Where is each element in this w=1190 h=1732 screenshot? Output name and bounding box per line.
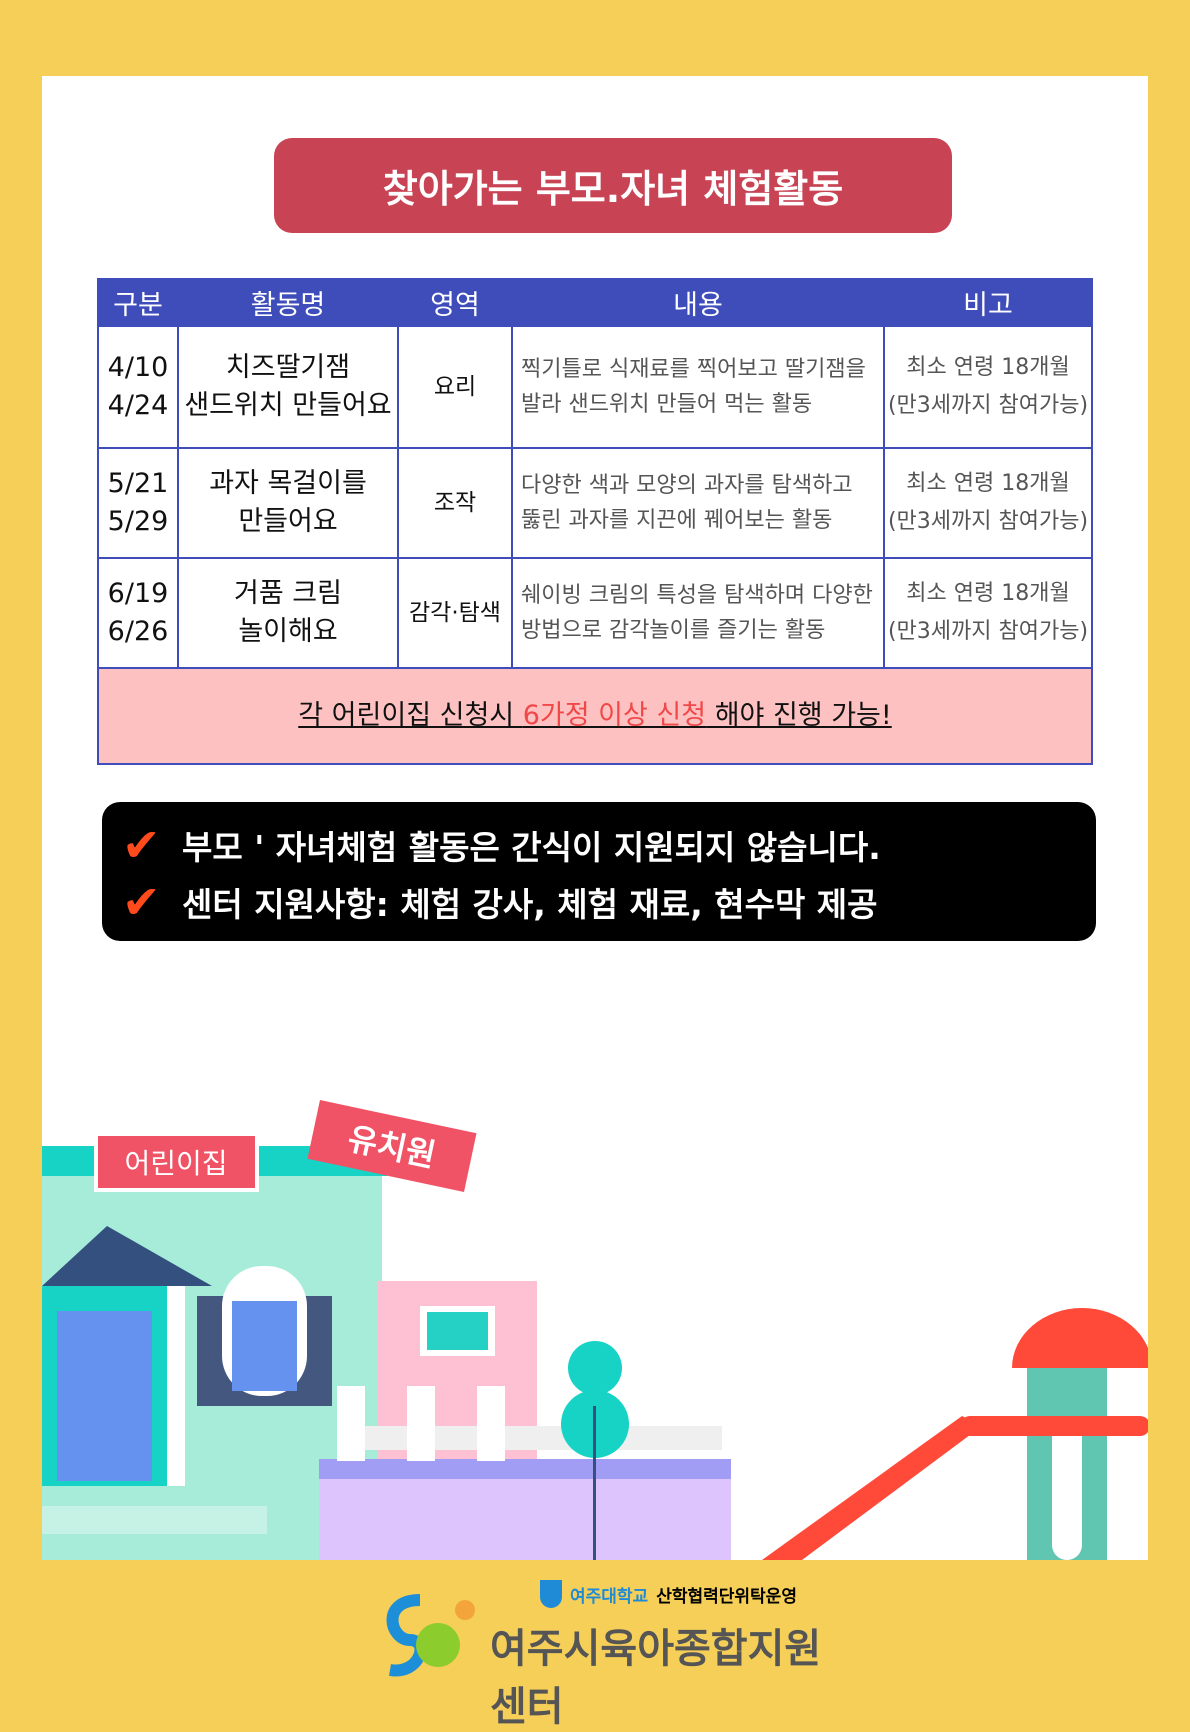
playground-illustration: 어린이집 유치원: [42, 1100, 1148, 1560]
footer-logo: 여주대학교 산학협력단위탁운영 여주시육아종합지원센터: [380, 1580, 850, 1730]
area-cell: 감각·탐색: [397, 557, 513, 669]
area-cell: 요리: [397, 325, 513, 449]
svg-text:어린이집: 어린이집: [124, 1147, 227, 1180]
area-cell: 조작: [397, 447, 513, 559]
activity-name-cell: 치즈딸기잼 샌드위치 만들어요: [177, 325, 399, 449]
date-cell: 5/21 5/29: [97, 447, 179, 559]
header-activity: 활동명: [177, 278, 399, 327]
activity-name-cell: 거품 크림 놀이해요: [177, 557, 399, 669]
header-content: 내용: [511, 278, 885, 327]
note-cell: 최소 연령 18개월 (만3세까지 참여가능): [883, 325, 1093, 449]
header-area: 영역: [397, 278, 513, 327]
content-cell: 다양한 색과 모양의 과자를 탐색하고 뚫린 과자를 지끈에 꿰어보는 활동: [511, 447, 885, 559]
activity-table: 구분 활동명 영역 내용 비고 4/10 4/24 치즈딸기잼 샌드위치 만들어요 …: [97, 278, 1093, 765]
poster-panel: 찾아가는 부모.자녀 체험활동 구분 활동명 영역 내용 비고 4/10 4/24…: [42, 76, 1148, 1560]
activity-name-cell: 과자 목걸이를 만들어요: [177, 447, 399, 559]
notice-item: ✔ 부모 ' 자녀체험 활동은 간식이 지원되지 않습니다.: [122, 817, 881, 872]
shield-icon: [540, 1580, 562, 1608]
daycare-sign: [98, 1136, 255, 1188]
page-title: 찾아가는 부모.자녀 체험활동: [274, 138, 952, 233]
footnote-row: 각 어린이집 신청시 6가정 이상 신청 해야 진행 가능!: [97, 667, 1093, 765]
date-cell: 6/19 6/26: [97, 557, 179, 669]
content-cell: 찍기틀로 식재료를 찍어보고 딸기잼을 발라 샌드위치 만들어 먹는 활동: [511, 325, 885, 449]
note-cell: 최소 연령 18개월 (만3세까지 참여가능): [883, 557, 1093, 669]
check-icon: ✔: [122, 817, 161, 872]
footnote: 각 어린이집 신청시 6가정 이상 신청 해야 진행 가능!: [298, 700, 892, 731]
center-name: 여주시육아종합지원센터: [490, 1626, 822, 1730]
header-note: 비고: [883, 278, 1093, 327]
university-logo: 여주대학교 산학협력단위탁운영: [540, 1580, 797, 1608]
table-row: 6/19 6/26 거품 크림 놀이해요 감각·탐색 쉐이빙 크림의 특성을 탐색하…: [97, 557, 1093, 669]
table-row: 4/10 4/24 치즈딸기잼 샌드위치 만들어요 요리 찍기틀로 식재료를 찍어보…: [97, 325, 1093, 449]
notice-item: ✔ 센터 지원사항: 체험 강사, 체험 재료, 현수막 제공: [122, 874, 878, 929]
notice-box: ✔ 부모 ' 자녀체험 활동은 간식이 지원되지 않습니다. ✔ 센터 지원사항: …: [102, 802, 1096, 941]
center-logo-icon: [386, 1594, 475, 1677]
table-row: 5/21 5/29 과자 목걸이를 만들어요 조작 다양한 색과 모양의 과자를 탐…: [97, 447, 1093, 559]
check-icon: ✔: [122, 874, 161, 929]
header-category: 구분: [97, 278, 179, 327]
content-cell: 쉐이빙 크림의 특성을 탐색하며 다양한 방법으로 감각놀이를 즐기는 활동: [511, 557, 885, 669]
note-cell: 최소 연령 18개월 (만3세까지 참여가능): [883, 447, 1093, 559]
kindergarten-sign: 유치원: [307, 1100, 477, 1192]
date-cell: 4/10 4/24: [97, 325, 179, 449]
